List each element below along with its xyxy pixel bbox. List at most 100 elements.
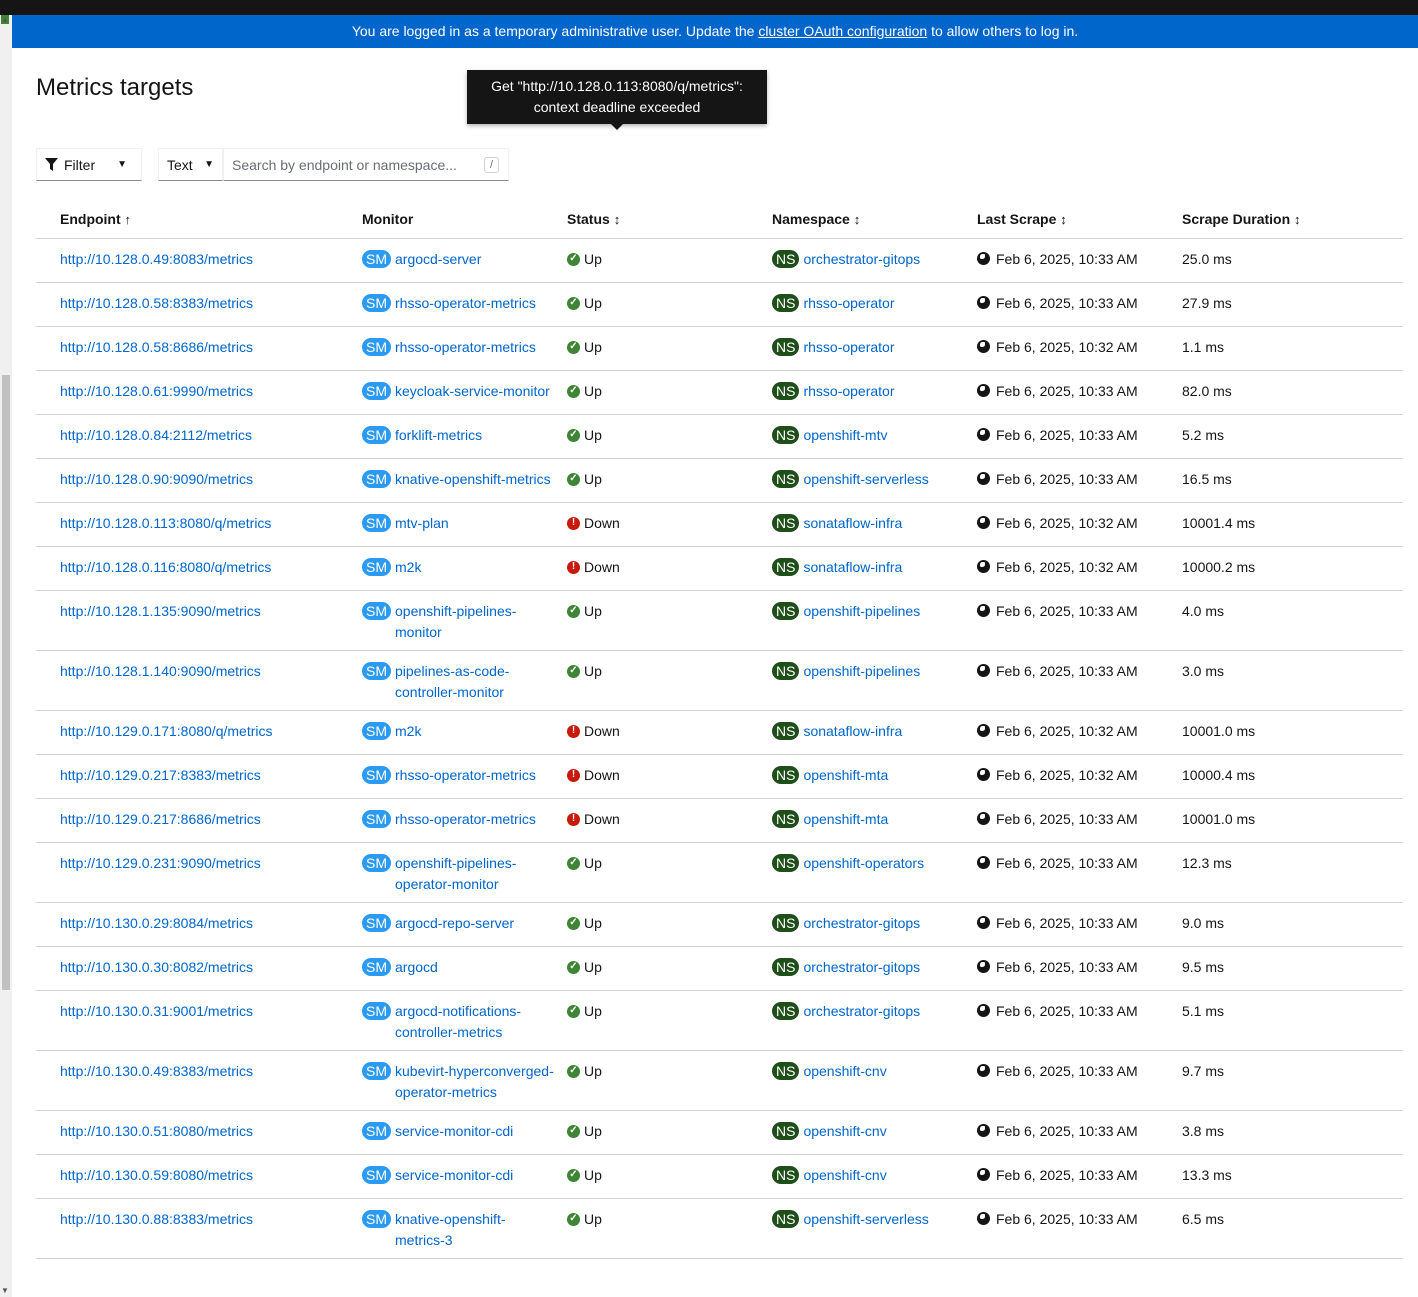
namespace-link[interactable]: openshift-operators — [803, 854, 925, 871]
namespace-link[interactable]: sonataflow-infra — [803, 722, 903, 739]
endpoint-link[interactable]: http://10.130.0.88:8383/metrics — [60, 1210, 254, 1227]
monitor-link[interactable]: forklift-metrics — [395, 426, 483, 443]
endpoint-cell: http://10.128.1.140:9090/metrics — [36, 650, 362, 711]
service-monitor-badge: SM — [362, 721, 391, 740]
monitor-link[interactable]: argocd-notifications-controller-metrics — [395, 1002, 522, 1040]
sort-icon[interactable]: ↑ — [124, 212, 132, 227]
text-select[interactable]: Text ▼ — [158, 148, 223, 181]
column-header-label: Namespace — [772, 211, 850, 227]
namespace-link[interactable]: rhsso-operator — [803, 338, 895, 355]
sort-icon[interactable]: ↕ — [1060, 212, 1067, 227]
namespace-link[interactable]: openshift-cnv — [803, 1062, 887, 1079]
namespace-link[interactable]: openshift-serverless — [803, 470, 929, 487]
monitor-link[interactable]: rhsso-operator-metrics — [395, 810, 536, 827]
search-input[interactable] — [232, 156, 482, 173]
column-header-label: Endpoint — [60, 211, 121, 227]
namespace-link[interactable]: openshift-pipelines — [803, 602, 921, 619]
endpoint-link[interactable]: http://10.129.0.217:8686/metrics — [60, 810, 261, 827]
monitor-link[interactable]: mtv-plan — [395, 514, 449, 531]
monitor-link[interactable]: argocd-repo-server — [395, 914, 515, 931]
monitor-link[interactable]: rhsso-operator-metrics — [395, 294, 536, 311]
namespace-link[interactable]: sonataflow-infra — [803, 558, 903, 575]
monitor-link[interactable]: rhsso-operator-metrics — [395, 338, 536, 355]
last-scrape-text: Feb 6, 2025, 10:33 AM — [996, 810, 1138, 827]
column-header-last-scrape[interactable]: Last Scrape ↕ — [977, 200, 1182, 239]
endpoint-link[interactable]: http://10.129.0.217:8383/metrics — [60, 766, 261, 783]
monitor-link[interactable]: service-monitor-cdi — [395, 1122, 514, 1139]
sort-icon[interactable]: ↕ — [853, 212, 861, 227]
endpoint-link[interactable]: http://10.129.0.171:8080/q/metrics — [60, 722, 273, 739]
monitor-link[interactable]: rhsso-operator-metrics — [395, 766, 536, 783]
status-text[interactable]: Down — [584, 766, 620, 783]
monitor-cell: SM kubevirt-hyperconverged-operator-metri… — [362, 1050, 567, 1111]
endpoint-link[interactable]: http://10.130.0.49:8383/metrics — [60, 1062, 254, 1079]
service-monitor-badge: SM — [362, 337, 391, 356]
namespace-badge: NS — [772, 1001, 800, 1020]
namespace-link[interactable]: openshift-mta — [803, 810, 889, 827]
endpoint-link[interactable]: http://10.128.0.58:8686/metrics — [60, 338, 254, 355]
status-cell: ✓ Up — [567, 282, 772, 327]
monitor-link[interactable]: pipelines-as-code-controller-monitor — [395, 662, 510, 700]
namespace-link[interactable]: openshift-mtv — [803, 426, 888, 443]
monitor-link[interactable]: openshift-pipelines-operator-monitor — [395, 854, 517, 892]
namespace-link[interactable]: openshift-cnv — [803, 1122, 887, 1139]
endpoint-link[interactable]: http://10.130.0.59:8080/metrics — [60, 1166, 254, 1183]
endpoint-link[interactable]: http://10.130.0.31:9001/metrics — [60, 1002, 254, 1019]
oauth-config-link[interactable]: cluster OAuth configuration — [758, 23, 928, 39]
monitor-link[interactable]: service-monitor-cdi — [395, 1166, 514, 1183]
namespace-link[interactable]: orchestrator-gitops — [803, 958, 921, 975]
namespace-link[interactable]: rhsso-operator — [803, 294, 895, 311]
scroll-up-icon[interactable]: ▲ — [1, 15, 9, 24]
endpoint-link[interactable]: http://10.130.0.51:8080/metrics — [60, 1122, 254, 1139]
namespace-link[interactable]: openshift-mta — [803, 766, 889, 783]
scrape-duration-text: 3.0 ms — [1182, 662, 1225, 679]
monitor-link[interactable]: knative-openshift-metrics — [395, 470, 551, 487]
status-text[interactable]: Down — [584, 722, 620, 739]
namespace-link[interactable]: openshift-cnv — [803, 1166, 887, 1183]
namespace-cell: NS orchestrator-gitops — [772, 902, 977, 947]
namespace-link[interactable]: orchestrator-gitops — [803, 250, 921, 267]
namespace-link[interactable]: orchestrator-gitops — [803, 914, 921, 931]
column-header-scrape-duration[interactable]: Scrape Duration ↕ — [1182, 200, 1403, 239]
last-scrape-text: Feb 6, 2025, 10:33 AM — [996, 854, 1138, 871]
endpoint-link[interactable]: http://10.128.1.140:9090/metrics — [60, 662, 261, 679]
monitor-link[interactable]: argocd-server — [395, 250, 482, 267]
monitor-link[interactable]: argocd — [395, 958, 438, 975]
monitor-link[interactable]: m2k — [395, 558, 422, 575]
column-header-endpoint[interactable]: Endpoint ↑ — [36, 200, 362, 239]
scrollbar-thumb[interactable] — [2, 375, 10, 990]
endpoint-link[interactable]: http://10.128.1.135:9090/metrics — [60, 602, 261, 619]
monitor-link[interactable]: openshift-pipelines-monitor — [395, 602, 517, 640]
endpoint-link[interactable]: http://10.129.0.231:9090/metrics — [60, 854, 261, 871]
endpoint-link[interactable]: http://10.128.0.90:9090/metrics — [60, 470, 254, 487]
monitor-link[interactable]: m2k — [395, 722, 422, 739]
duration-cell: 1.1 ms — [1182, 326, 1403, 371]
monitor-link[interactable]: keycloak-service-monitor — [395, 382, 550, 399]
endpoint-link[interactable]: http://10.128.0.58:8383/metrics — [60, 294, 254, 311]
endpoint-link[interactable]: http://10.128.0.49:8083/metrics — [60, 250, 254, 267]
namespace-link[interactable]: openshift-serverless — [803, 1210, 929, 1227]
endpoint-link[interactable]: http://10.128.0.116:8080/q/metrics — [60, 558, 272, 575]
scroll-down-icon[interactable]: ▼ — [1, 1286, 9, 1295]
monitor-link[interactable]: knative-openshift-metrics-3 — [395, 1210, 506, 1248]
status-text[interactable]: Down — [584, 810, 620, 827]
namespace-link[interactable]: orchestrator-gitops — [803, 1002, 921, 1019]
endpoint-link[interactable]: http://10.130.0.30:8082/metrics — [60, 958, 254, 975]
sort-icon[interactable]: ↕ — [613, 212, 621, 227]
last-scrape-text: Feb 6, 2025, 10:32 AM — [996, 722, 1138, 739]
endpoint-link[interactable]: http://10.128.0.61:9990/metrics — [60, 382, 254, 399]
endpoint-link[interactable]: http://10.128.0.84:2112/metrics — [60, 426, 252, 443]
namespace-link[interactable]: rhsso-operator — [803, 382, 895, 399]
endpoint-link[interactable]: http://10.130.0.29:8084/metrics — [60, 914, 254, 931]
endpoint-link[interactable]: http://10.128.0.113:8080/q/metrics — [60, 514, 272, 531]
column-header-status[interactable]: Status ↕ — [567, 200, 772, 239]
status-text[interactable]: Down — [584, 514, 620, 531]
namespace-link[interactable]: sonataflow-infra — [803, 514, 903, 531]
status-text[interactable]: Down — [584, 558, 620, 575]
monitor-link[interactable]: kubevirt-hyperconverged-operator-metrics — [395, 1062, 554, 1100]
namespace-link[interactable]: openshift-pipelines — [803, 662, 921, 679]
sort-icon[interactable]: ↕ — [1294, 212, 1301, 227]
scrollbar[interactable]: ▲ ▼ — [0, 15, 12, 1297]
column-header-namespace[interactable]: Namespace ↕ — [772, 200, 977, 239]
filter-dropdown[interactable]: Filter ▼ — [36, 148, 142, 181]
